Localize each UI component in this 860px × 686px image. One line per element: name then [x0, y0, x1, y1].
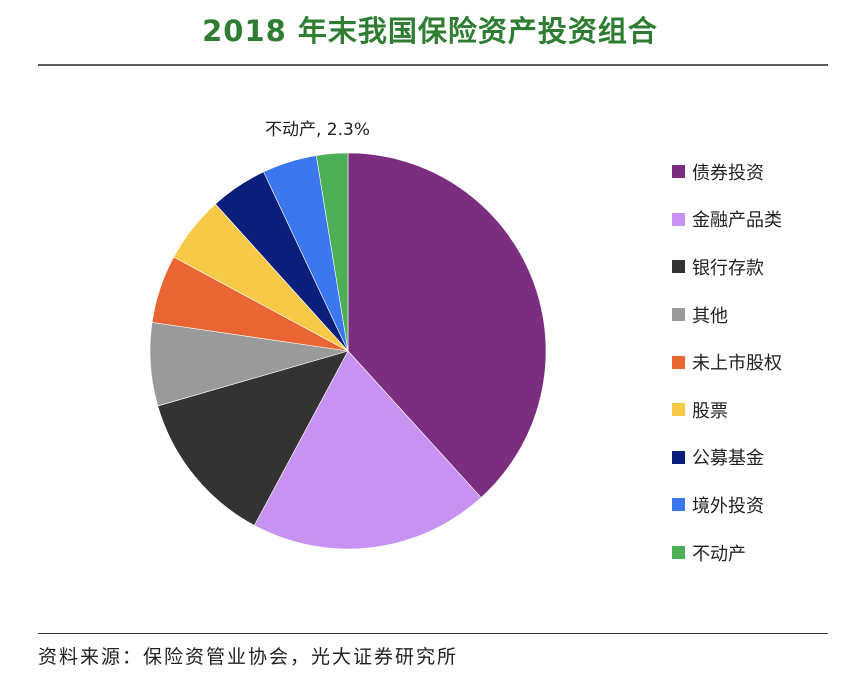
legend-label: 境外投资 [692, 495, 764, 517]
title-divider [38, 64, 828, 66]
slice-label-real-estate: 不动产, 2.3% [265, 120, 370, 140]
legend-item-bonds: 债券投资 [672, 148, 782, 196]
legend-item-mutual-funds: 公募基金 [672, 434, 782, 482]
legend-swatch [672, 546, 685, 560]
legend-swatch [672, 165, 685, 179]
legend-item-real-estate: 不动产 [672, 529, 782, 577]
legend-item-financial-products: 金融产品类 [672, 196, 782, 244]
legend-label: 债券投资 [692, 162, 764, 184]
legend-swatch [672, 212, 685, 226]
pie-slice-bonds [347, 152, 547, 498]
legend-swatch [672, 260, 685, 274]
legend-label: 公募基金 [692, 448, 764, 470]
legend-swatch [672, 498, 685, 512]
legend-label: 金融产品类 [692, 210, 782, 232]
pie-slice-financial-products [253, 350, 482, 550]
pie-slice-bank-deposits [157, 350, 349, 526]
legend-label: 不动产 [692, 543, 746, 565]
legend-item-bank-deposits: 银行存款 [672, 243, 782, 291]
legend-item-other: 其他 [672, 291, 782, 339]
pie-chart: 不动产, 2.3% [149, 120, 547, 550]
legend-label: 未上市股权 [692, 353, 782, 375]
source-divider [38, 633, 828, 634]
legend-item-stocks: 股票 [672, 386, 782, 434]
legend-label: 银行存款 [692, 257, 764, 279]
chart-legend: 债券投资金融产品类银行存款其他未上市股权股票公募基金境外投资不动产 [672, 148, 782, 576]
legend-item-unlisted-equity: 未上市股权 [672, 338, 782, 386]
legend-item-overseas: 境外投资 [672, 481, 782, 529]
legend-swatch [672, 403, 685, 417]
legend-swatch [672, 450, 685, 464]
legend-label: 股票 [692, 400, 728, 422]
legend-label: 其他 [692, 305, 728, 327]
legend-swatch [672, 308, 685, 322]
source-note: 资料来源：保险资管业协会，光大证券研究所 [38, 646, 459, 668]
chart-title: 2018 年末我国保险资产投资组合 [202, 14, 658, 48]
legend-swatch [672, 355, 685, 369]
pie-slice-real-estate [315, 152, 349, 352]
